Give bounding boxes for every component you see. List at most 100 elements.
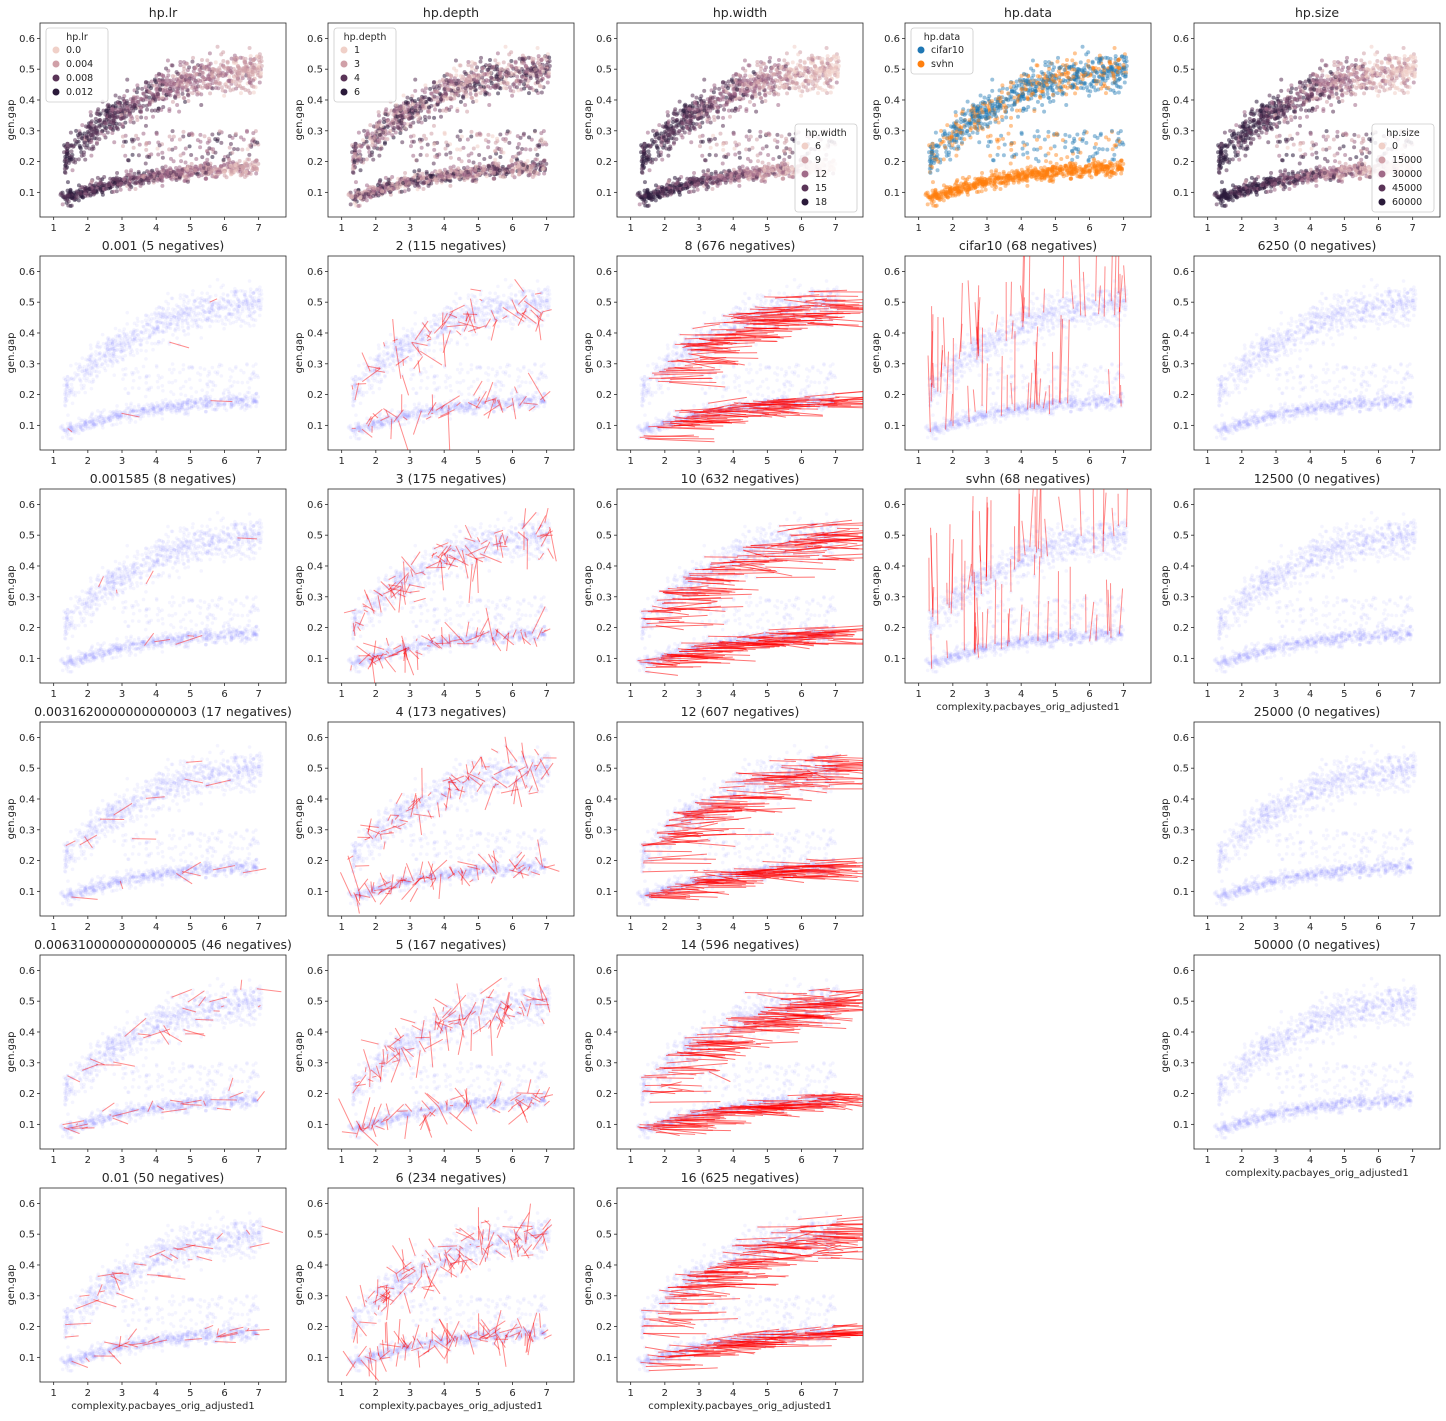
data-point (452, 96, 457, 101)
data-point (795, 81, 800, 86)
data-point (825, 61, 830, 66)
data-point (533, 67, 538, 72)
data-point (478, 59, 483, 64)
data-point (400, 140, 405, 145)
data-point (403, 179, 408, 184)
data-point (398, 184, 403, 189)
data-point (125, 88, 130, 93)
data-point (533, 147, 538, 152)
data-point (107, 122, 112, 127)
data-point (182, 169, 187, 174)
data-point (772, 92, 777, 97)
data-point (89, 179, 94, 184)
data-point (185, 61, 190, 66)
data-point (468, 91, 473, 96)
y-axis-label: gen.gap (583, 100, 594, 141)
data-point (776, 102, 781, 107)
data-point (115, 110, 120, 115)
data-point (646, 149, 651, 154)
data-point (120, 144, 125, 149)
data-point (82, 131, 87, 136)
data-point (790, 60, 795, 65)
data-point (835, 72, 840, 77)
data-point (227, 74, 232, 79)
data-point (482, 157, 487, 162)
data-point (65, 145, 70, 150)
data-point (422, 180, 427, 185)
x-tick-label: 1 (338, 223, 344, 234)
data-point (710, 106, 715, 111)
data-point (499, 147, 504, 152)
x-tick-label: 1 (50, 223, 56, 234)
data-point (171, 169, 176, 174)
data-point (377, 179, 382, 184)
data-point (366, 192, 371, 197)
y-tick-label: 0.3 (307, 126, 323, 137)
data-point (364, 157, 369, 162)
data-point (118, 187, 123, 192)
data-point (126, 158, 131, 163)
data-point (364, 183, 369, 188)
data-point (353, 197, 358, 202)
data-point (750, 165, 755, 170)
data-point (129, 174, 134, 179)
data-point (160, 155, 165, 160)
data-point (78, 145, 83, 150)
data-point (213, 150, 218, 155)
data-point (466, 153, 471, 158)
data-point (458, 63, 463, 68)
data-point (466, 169, 471, 174)
data-point (744, 109, 749, 114)
data-point (210, 74, 215, 79)
data-point (181, 134, 186, 139)
data-point (648, 144, 653, 149)
data-point (701, 99, 706, 104)
data-point (540, 66, 545, 71)
data-point (157, 143, 162, 148)
data-point (536, 61, 541, 66)
data-point (435, 99, 440, 104)
legend-marker (340, 60, 348, 68)
data-point (431, 80, 436, 85)
data-point (147, 99, 152, 104)
data-point (186, 78, 191, 83)
data-point (692, 170, 697, 175)
legend-marker (340, 88, 348, 96)
data-point (368, 123, 373, 128)
data-point (432, 142, 437, 147)
data-point (221, 157, 226, 162)
data-point (489, 81, 494, 86)
data-point (547, 55, 552, 60)
data-point (129, 168, 134, 173)
data-point (110, 130, 115, 135)
y-tick-label: 0.4 (596, 95, 612, 106)
data-point (221, 59, 226, 64)
data-point (383, 175, 388, 180)
data-point (697, 124, 702, 129)
data-point (470, 96, 475, 101)
data-point (111, 118, 116, 123)
data-point (398, 177, 403, 182)
data-point (371, 194, 376, 199)
data-point (791, 85, 796, 90)
data-point (419, 120, 424, 125)
data-point (174, 172, 179, 177)
data-point (666, 153, 671, 158)
data-point (817, 71, 822, 76)
data-point (190, 59, 195, 64)
data-point (417, 168, 422, 173)
data-point (177, 137, 182, 142)
data-point (170, 147, 175, 152)
data-point (181, 60, 186, 65)
data-point (62, 166, 67, 171)
data-point (358, 168, 363, 173)
data-point (828, 57, 833, 62)
data-point (113, 93, 118, 98)
data-point (218, 81, 223, 86)
data-point (178, 60, 183, 65)
data-point (427, 115, 432, 120)
data-point (144, 94, 149, 99)
data-point (361, 141, 366, 146)
data-point (205, 58, 210, 63)
legend-marker (340, 74, 348, 82)
